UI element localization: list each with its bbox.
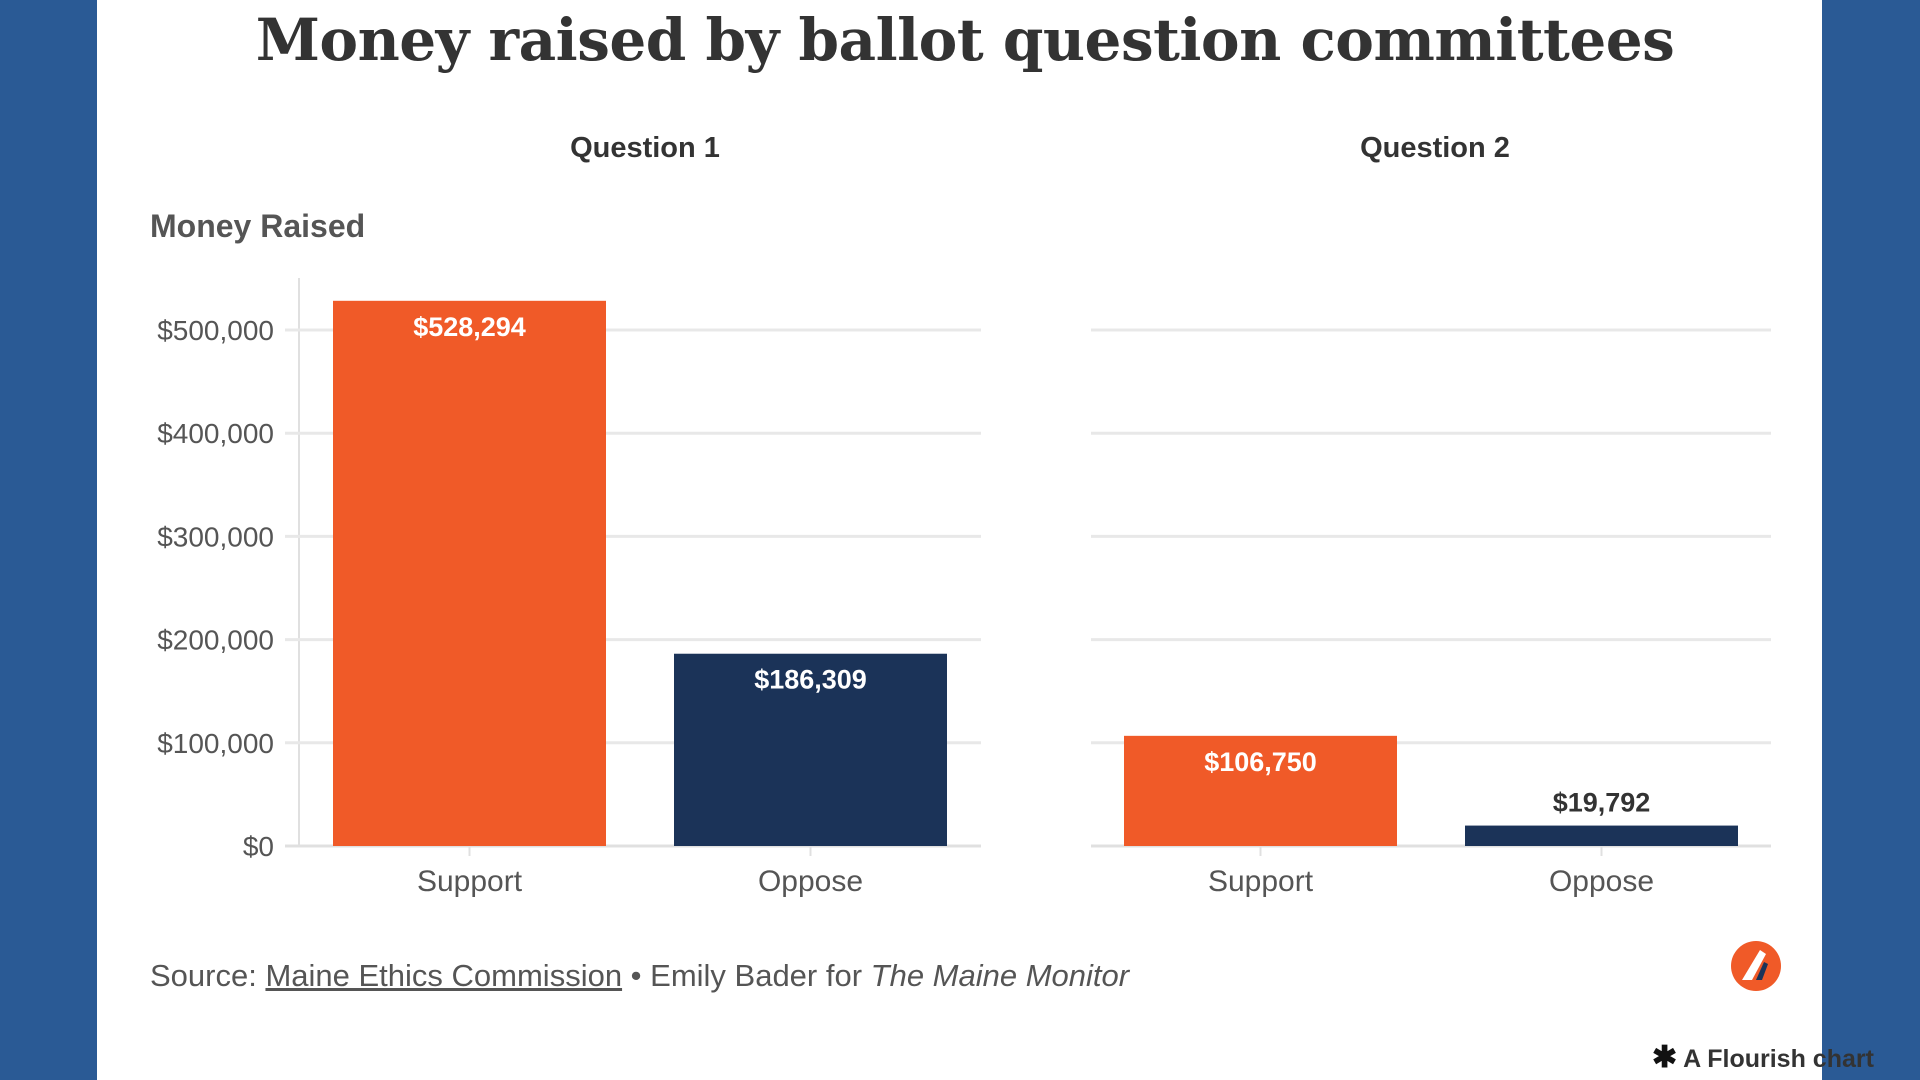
chart-canvas: Money raised by ballot question committe… bbox=[97, 0, 1874, 1080]
bar-oppose bbox=[674, 653, 947, 846]
monitor-logo-icon[interactable] bbox=[1730, 940, 1782, 992]
bar-value-label: $106,750 bbox=[1204, 747, 1317, 777]
flourish-star-icon: ✱ bbox=[1652, 1041, 1678, 1074]
bar-chart: Money Raised $0 $100,000 $200,000 $300,000 $4… bbox=[150, 132, 1771, 898]
flourish-credit-label: A Flourish chart bbox=[1683, 1045, 1874, 1073]
x-category-label: Support bbox=[417, 865, 523, 898]
bar-support bbox=[333, 300, 606, 846]
panel-title: Question 1 bbox=[570, 132, 720, 164]
x-category-label: Oppose bbox=[758, 865, 863, 898]
chart-labels: Money Raised $0 $100,000 $200,000 $300,000 $4… bbox=[150, 132, 1654, 898]
y-tick-label: $200,000 bbox=[157, 625, 274, 656]
bar-value-label: $19,792 bbox=[1553, 788, 1651, 818]
flourish-credit[interactable]: ✱ A Flourish chart bbox=[1652, 1040, 1874, 1075]
y-tick-label: $0 bbox=[243, 831, 274, 862]
x-category-label: Support bbox=[1208, 865, 1314, 898]
bar-value-label: $186,309 bbox=[754, 665, 867, 695]
x-category-label: Oppose bbox=[1549, 865, 1654, 898]
source-prefix: Source: bbox=[150, 958, 266, 993]
bar-oppose bbox=[1465, 825, 1738, 846]
y-tick-label: $300,000 bbox=[157, 521, 274, 552]
source-note: Source: Maine Ethics Commission • Emily … bbox=[150, 958, 1129, 994]
y-axis-title: Money Raised bbox=[150, 208, 365, 244]
publication-name: The Maine Monitor bbox=[870, 958, 1130, 993]
y-tick-label: $500,000 bbox=[157, 315, 274, 346]
bar-value-label: $528,294 bbox=[413, 312, 526, 342]
y-tick-label: $400,000 bbox=[157, 418, 274, 449]
bars bbox=[333, 300, 1738, 846]
y-tick-label: $100,000 bbox=[157, 728, 274, 759]
bar-support bbox=[1124, 735, 1397, 846]
panel-title: Question 2 bbox=[1360, 132, 1510, 164]
source-separator: • Emily Bader for bbox=[622, 958, 871, 993]
chart-title: Money raised by ballot question committe… bbox=[255, 6, 1675, 74]
source-link[interactable]: Maine Ethics Commission bbox=[265, 958, 623, 993]
